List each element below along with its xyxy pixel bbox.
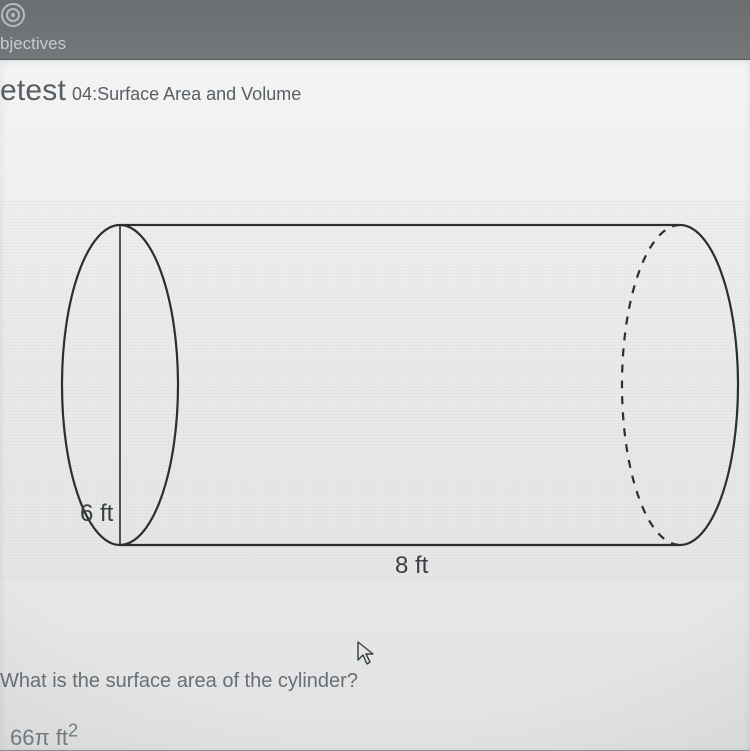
cursor-icon (355, 640, 377, 666)
nav-objectives-label[interactable]: bjectives (0, 34, 66, 54)
length-label: 8 ft (395, 552, 428, 580)
cylinder-diagram: 6 ft 8 ft (0, 200, 750, 580)
cylinder-right-front-arc (680, 225, 738, 545)
answer-choice-a[interactable]: 66π ft2 (10, 720, 78, 751)
answer-choice-a-text: 66π ft2 (10, 725, 78, 750)
diameter-label: 6 ft (80, 500, 113, 528)
cylinder-svg (40, 200, 750, 580)
content-panel: etest 04:Surface Area and Volume 6 ft 8 … (0, 60, 750, 750)
cylinder-right-back-arc (622, 225, 680, 545)
title-main: etest (0, 74, 66, 107)
app-header: bjectives (0, 0, 750, 60)
title-sub: 04:Surface Area and Volume (72, 84, 301, 104)
question-text: What is the surface area of the cylinder… (0, 670, 358, 693)
target-icon (0, 2, 26, 28)
page-title-row: etest 04:Surface Area and Volume (0, 60, 750, 108)
